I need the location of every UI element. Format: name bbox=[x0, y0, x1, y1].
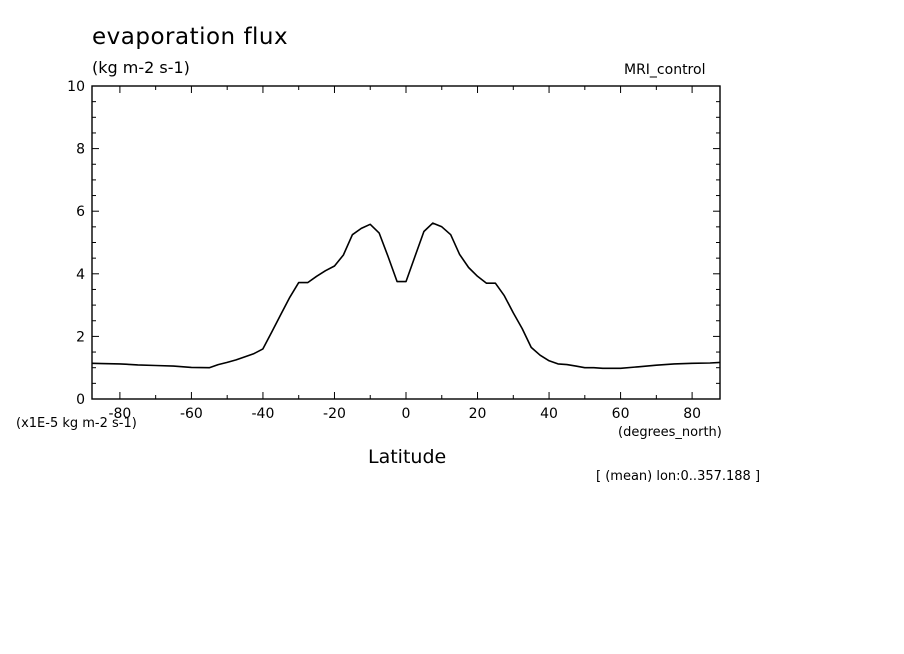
x-tick-label: 0 bbox=[402, 406, 411, 422]
y-tick-label: 4 bbox=[76, 267, 85, 283]
x-tick-label: 60 bbox=[612, 406, 630, 422]
x-axis-units: (degrees_north) bbox=[618, 425, 722, 440]
series-line bbox=[91, 222, 721, 370]
axis-ticks bbox=[92, 85, 720, 400]
chart-title: evaporation flux bbox=[92, 24, 289, 50]
axis-tick-labels: -80 -60 -40 -20 0 20 40 60 80 0 2 4 6 8 10 bbox=[67, 79, 701, 422]
x-tick-label: 20 bbox=[469, 406, 487, 422]
chart-units: (kg m-2 s-1) bbox=[92, 58, 190, 77]
source-label: MRI_control bbox=[624, 62, 706, 78]
longitude-note: [ (mean) lon:0..357.188 ] bbox=[596, 469, 761, 484]
x-axis-label: Latitude bbox=[368, 446, 447, 468]
y-scale-note: (x1E-5 kg m-2 s-1) bbox=[16, 416, 137, 431]
plot-frame bbox=[91, 85, 721, 400]
x-tick-label: -40 bbox=[252, 406, 275, 422]
y-tick-label: 10 bbox=[67, 79, 85, 95]
x-tick-label: 80 bbox=[683, 406, 701, 422]
y-tick-label: 2 bbox=[76, 329, 85, 345]
y-tick-label: 0 bbox=[76, 392, 85, 408]
y-tick-label: 8 bbox=[76, 142, 85, 158]
x-tick-label: -60 bbox=[180, 406, 203, 422]
x-tick-label: 40 bbox=[540, 406, 558, 422]
x-tick-label: -80 bbox=[108, 406, 131, 422]
y-tick-label: 6 bbox=[76, 204, 85, 220]
x-tick-label: -20 bbox=[323, 406, 346, 422]
